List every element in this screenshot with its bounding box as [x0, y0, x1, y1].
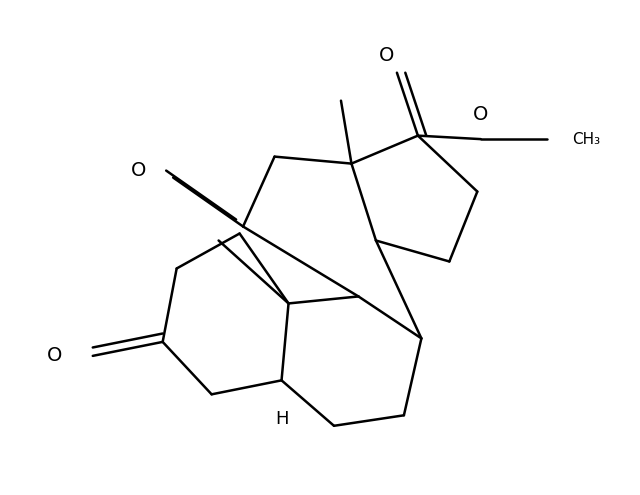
Text: CH₃: CH₃: [572, 132, 600, 147]
Text: H: H: [275, 410, 288, 428]
Text: O: O: [131, 161, 146, 180]
Text: O: O: [473, 105, 488, 124]
Text: O: O: [379, 46, 394, 65]
Text: O: O: [47, 346, 62, 365]
